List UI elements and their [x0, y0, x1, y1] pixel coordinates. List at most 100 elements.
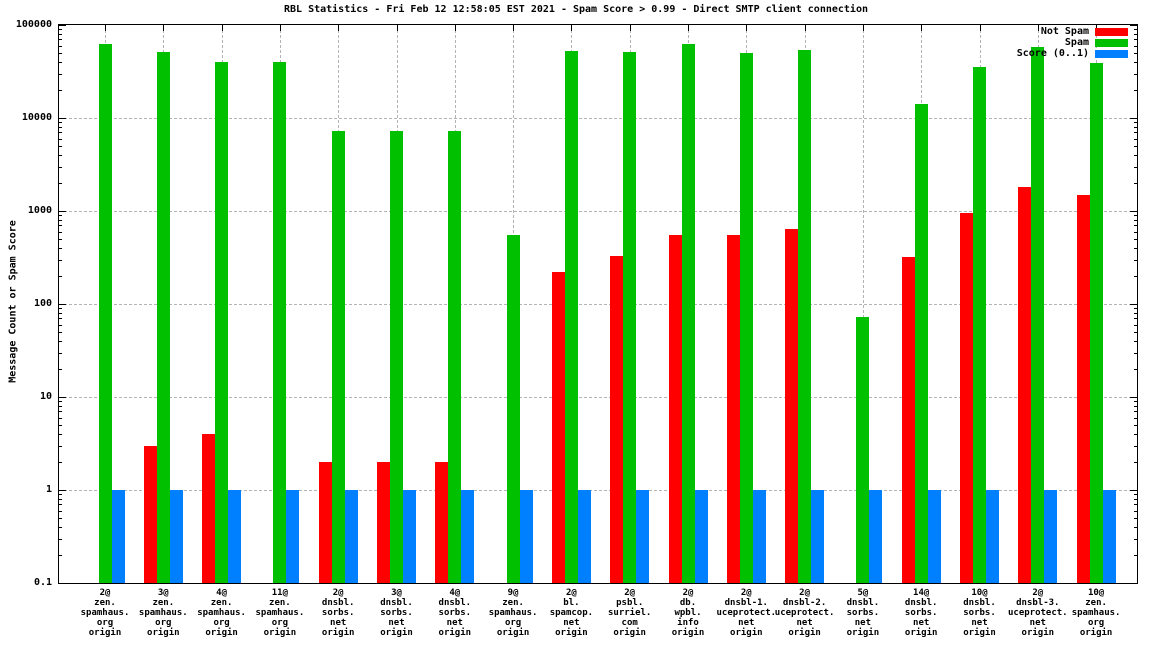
axis-minor-tick — [59, 341, 62, 342]
axis-minor-tick — [59, 45, 62, 47]
bar-not-spam — [901, 257, 915, 583]
axis-tick — [1130, 118, 1137, 119]
bar-spam — [623, 52, 637, 583]
h-gridline — [59, 211, 1137, 212]
axis-minor-tick — [59, 155, 62, 156]
y-tick-label: 10 — [39, 391, 52, 402]
axis-minor-tick — [1134, 220, 1137, 221]
v-gridline — [862, 25, 864, 583]
axis-minor-tick — [1134, 132, 1137, 134]
axis-tick — [396, 25, 398, 31]
axis-minor-tick — [59, 145, 62, 147]
x-tick-label: 5@ dnsbl. sorbs. net origin — [846, 588, 880, 638]
axis-minor-tick — [59, 494, 62, 496]
bar-score — [811, 490, 825, 583]
axis-minor-tick — [59, 166, 62, 168]
axis-tick — [338, 25, 340, 31]
bar-not-spam — [668, 235, 682, 583]
x-tick-label: 2@ dnsbl-2. uceprotect. net origin — [774, 588, 835, 638]
axis-minor-tick — [59, 127, 62, 128]
axis-minor-tick — [1134, 341, 1137, 342]
x-tick-label: 2@ dnsbl-3. uceprotect. net origin — [1007, 588, 1068, 638]
axis-minor-tick — [1134, 434, 1137, 435]
x-tick-label: 2@ psbl. surriel. com origin — [608, 588, 652, 638]
legend-item-spam: Spam — [1017, 37, 1128, 48]
bar-score — [519, 490, 533, 583]
legend-swatch-spam — [1095, 38, 1128, 47]
chart-title: RBL Statistics - Fri Feb 12 12:58:05 EST… — [284, 4, 868, 15]
y-tick-label: 100 — [33, 298, 52, 309]
bar-not-spam — [551, 272, 565, 583]
bar-spam — [506, 235, 520, 583]
axis-minor-tick — [1134, 494, 1137, 496]
axis-tick — [921, 25, 923, 31]
bar-not-spam — [960, 213, 973, 583]
axis-tick — [105, 25, 106, 31]
bar-score — [111, 490, 125, 583]
axis-minor-tick — [59, 248, 62, 249]
x-tick-label: 2@ zen. spamhaus. org origin — [80, 588, 130, 638]
axis-tick — [59, 304, 66, 305]
bar-not-spam — [726, 235, 740, 583]
axis-minor-tick — [1134, 238, 1137, 240]
bar-not-spam — [610, 255, 624, 583]
bar-score — [286, 490, 300, 583]
axis-tick — [221, 25, 223, 31]
axis-minor-tick — [59, 215, 62, 217]
axis-tick — [862, 25, 864, 31]
axis-minor-tick — [1134, 122, 1137, 124]
axis-minor-tick — [1134, 510, 1137, 512]
bar-spam — [448, 131, 462, 583]
legend-label-spam: Spam — [1064, 37, 1089, 48]
x-tick-label: 2@ bl. spamcop. net origin — [549, 588, 594, 638]
h-gridline — [59, 397, 1137, 398]
bar-spam — [681, 44, 695, 583]
axis-minor-tick — [59, 34, 62, 35]
axis-minor-tick — [59, 62, 62, 63]
axis-minor-tick — [1134, 73, 1137, 75]
axis-minor-tick — [1134, 517, 1137, 519]
x-tick-label: 4@ zen. spamhaus. org origin — [197, 588, 246, 638]
axis-tick — [804, 25, 806, 31]
axis-minor-tick — [59, 517, 62, 519]
x-tick-label: 11@ zen. spamhaus. org origin — [255, 588, 305, 638]
h-gridline — [59, 490, 1137, 491]
axis-minor-tick — [1134, 166, 1137, 168]
bar-score — [577, 490, 591, 583]
bar-spam — [914, 104, 928, 583]
plot-area — [58, 24, 1138, 584]
bar-not-spam — [318, 462, 332, 583]
axis-tick — [688, 25, 689, 31]
axis-minor-tick — [1134, 90, 1137, 91]
axis-tick — [1130, 490, 1137, 491]
x-tick-label: 9@ zen. spamhaus. org origin — [488, 588, 538, 638]
x-tick-label: 10@ zen. spamhaus. org origin — [1071, 588, 1121, 638]
y-tick-label: 10000 — [21, 112, 52, 123]
x-tick-label: 2@ dnsbl-1. uceprotect. net origin — [716, 588, 777, 638]
axis-tick — [746, 25, 748, 31]
bar-not-spam — [202, 434, 216, 583]
axis-minor-tick — [1134, 231, 1137, 233]
axis-minor-tick — [1134, 39, 1137, 41]
axis-minor-tick — [1134, 411, 1137, 413]
axis-minor-tick — [1134, 183, 1137, 184]
axis-minor-tick — [1134, 401, 1137, 403]
legend-item-not-spam: Not Spam — [1017, 26, 1128, 37]
axis-tick — [59, 25, 66, 26]
axis-minor-tick — [1134, 62, 1137, 63]
axis-tick — [513, 25, 515, 31]
axis-tick — [1037, 25, 1039, 31]
axis-minor-tick — [1134, 29, 1137, 31]
axis-minor-tick — [1134, 369, 1137, 370]
x-tick-label: 2@ dnsbl. sorbs. net origin — [321, 588, 355, 638]
axis-minor-tick — [59, 29, 62, 31]
axis-tick — [1130, 304, 1137, 305]
axis-minor-tick — [1134, 318, 1137, 320]
axis-minor-tick — [59, 231, 62, 233]
axis-minor-tick — [1134, 406, 1137, 407]
axis-minor-tick — [59, 138, 62, 140]
axis-minor-tick — [1134, 215, 1137, 217]
h-gridline — [59, 118, 1137, 119]
axis-minor-tick — [59, 510, 62, 512]
